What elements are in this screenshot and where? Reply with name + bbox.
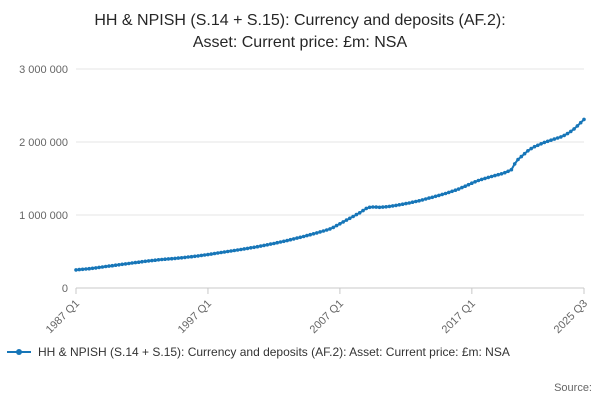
chart-svg: 0 1 000 000 2 000 000 3 000 000 1987 Q1 1997 …	[19, 64, 590, 336]
chart-title: HH & NPISH (S.14 + S.15): Currency and d…	[0, 0, 600, 53]
svg-text:1 000 000: 1 000 000	[19, 210, 68, 222]
svg-text:0: 0	[62, 283, 68, 295]
svg-text:2 000 000: 2 000 000	[19, 137, 68, 149]
legend-item-label[interactable]: HH & NPISH (S.14 + S.15): Currency and d…	[38, 345, 510, 360]
svg-text:2017 Q1: 2017 Q1	[440, 298, 478, 336]
svg-text:1987 Q1: 1987 Q1	[44, 298, 82, 336]
svg-text:2007 Q1: 2007 Q1	[308, 298, 346, 336]
source-label: Source:	[554, 382, 592, 394]
chart-title-line1: HH & NPISH (S.14 + S.15): Currency and d…	[94, 12, 506, 29]
chart-title-line2: Asset: Current price: £m: NSA	[192, 33, 408, 51]
svg-text:1997 Q1: 1997 Q1	[176, 298, 214, 336]
legend-line-icon[interactable]	[6, 346, 32, 358]
legend: HH & NPISH (S.14 + S.15): Currency and d…	[0, 345, 600, 359]
svg-text:3 000 000: 3 000 000	[19, 64, 68, 76]
svg-text:2025 Q3: 2025 Q3	[552, 298, 590, 336]
